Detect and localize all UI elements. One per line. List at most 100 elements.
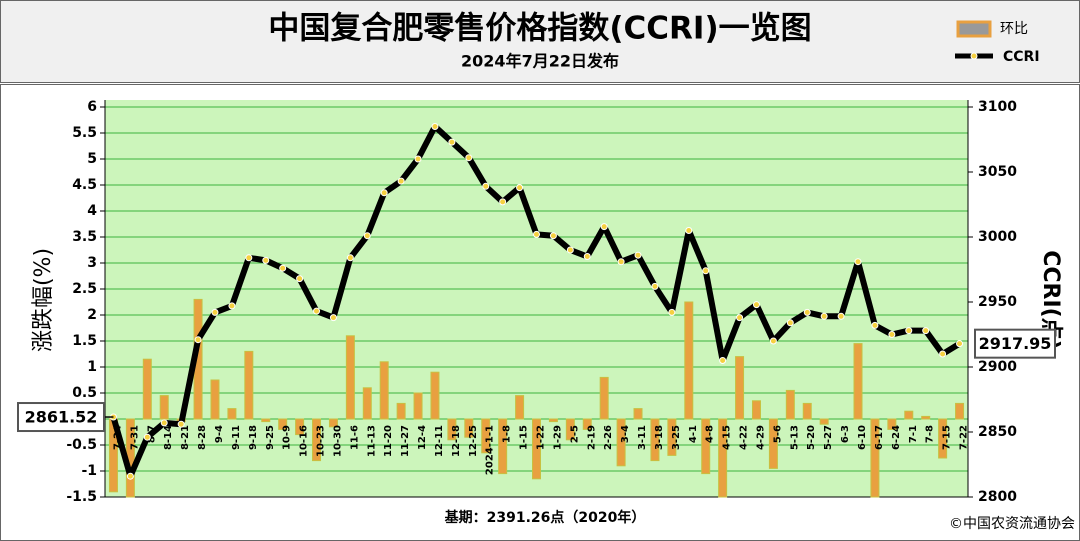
marker <box>245 254 253 262</box>
y-tick-label: 1 <box>87 359 97 375</box>
y-tick-label: 6 <box>87 99 97 115</box>
x-tick-label: 9-11 <box>231 425 242 450</box>
bar <box>785 389 795 420</box>
bar <box>955 402 965 420</box>
y-tick-label: -1 <box>81 463 97 479</box>
bar <box>870 418 880 498</box>
x-tick-label: 2024-1-1 <box>485 425 496 475</box>
y-tick-label: 5.5 <box>72 125 97 141</box>
marker <box>786 319 794 327</box>
marker <box>465 154 473 162</box>
y2-tick-label: 2850 <box>978 424 1017 440</box>
marker <box>820 312 828 320</box>
x-tick-label: 6-3 <box>840 425 851 443</box>
marker <box>143 433 151 441</box>
x-tick-label: 12-11 <box>434 425 445 457</box>
bar <box>768 418 778 469</box>
x-tick-label: 12-25 <box>468 425 479 457</box>
y2-tick-label: 3000 <box>978 229 1017 245</box>
y-tick-label: 4.5 <box>72 177 97 193</box>
x-tick-label: 10-9 <box>282 425 293 450</box>
x-tick-label: 3-11 <box>637 425 648 450</box>
bar <box>481 418 491 454</box>
source: ©中国农资流通协会 <box>949 516 1075 532</box>
header <box>0 0 1080 83</box>
bar <box>684 301 694 420</box>
bar <box>464 418 474 438</box>
x-tick-label: 10-23 <box>316 425 327 457</box>
marker <box>516 184 524 192</box>
x-tick-label: 2-26 <box>603 425 614 450</box>
marker <box>414 155 422 163</box>
marker <box>177 420 185 428</box>
marker <box>380 189 388 197</box>
x-tick-label: 7-31 <box>129 425 140 450</box>
marker <box>617 258 625 266</box>
x-tick-label: 2-5 <box>569 425 580 443</box>
x-tick-label: 3-4 <box>620 425 631 443</box>
footnote: 基期：2391.26点（2020年） <box>445 509 646 526</box>
marker <box>922 327 930 335</box>
bar <box>515 395 525 420</box>
marker <box>126 472 134 480</box>
bar <box>447 418 457 441</box>
x-tick-label: 7-8 <box>925 425 936 443</box>
marker <box>905 327 913 335</box>
marker <box>685 227 693 234</box>
x-tick-label: 7-1 <box>908 425 919 443</box>
marker <box>397 177 405 185</box>
marker <box>313 307 321 315</box>
y2-tick-label: 3050 <box>978 164 1017 180</box>
marker <box>854 258 862 266</box>
bar <box>565 418 575 441</box>
x-tick-label: 5-20 <box>806 425 817 450</box>
bar <box>819 418 829 425</box>
marker <box>837 312 845 320</box>
x-tick-label: 11-13 <box>366 425 377 457</box>
marker <box>651 282 659 290</box>
marker <box>499 198 507 206</box>
bar <box>379 361 389 420</box>
x-tick-label: 5-6 <box>772 425 783 443</box>
x-tick-label: 1-8 <box>502 425 513 443</box>
x-tick-label: 4-29 <box>755 425 766 450</box>
bar <box>938 418 948 459</box>
x-tick-label: 4-8 <box>705 425 716 443</box>
marker <box>160 419 168 427</box>
x-tick-label: 12-4 <box>417 425 428 450</box>
x-tick-label: 11-20 <box>383 425 394 457</box>
bar <box>667 418 677 456</box>
legend-label: 环比 <box>1000 21 1028 37</box>
y2-tick-label: 2950 <box>978 294 1017 310</box>
marker <box>736 314 744 322</box>
y-tick-label: 3.5 <box>72 229 97 245</box>
y-tick-label: 5 <box>87 151 97 167</box>
marker <box>600 223 608 231</box>
x-tick-label: 9-4 <box>214 425 225 443</box>
marker <box>346 254 354 262</box>
marker <box>194 336 202 344</box>
marker <box>262 256 270 264</box>
y2-tick-label: 2900 <box>978 359 1017 375</box>
bar <box>413 392 423 420</box>
x-tick-label: 8-28 <box>197 425 208 450</box>
subtitle: 2024年7月22日发布 <box>461 52 619 71</box>
marker <box>634 251 642 259</box>
y2-tick-label: 3100 <box>978 99 1017 115</box>
x-tick-label: 6-10 <box>857 425 868 450</box>
bar <box>633 408 643 420</box>
y-tick-label: 0.5 <box>72 385 97 401</box>
marker <box>228 302 236 310</box>
x-tick-label: 10-30 <box>332 425 343 457</box>
x-tick-label: 9-25 <box>265 425 276 450</box>
bar <box>616 418 626 467</box>
x-tick-label: 12-18 <box>451 425 462 457</box>
bar <box>362 387 372 420</box>
bar <box>599 376 609 420</box>
y-tick-label: 4 <box>87 203 97 219</box>
y-tick-label: 2.5 <box>72 281 97 297</box>
bar <box>650 418 660 462</box>
bar <box>295 418 305 436</box>
x-tick-label: 4-15 <box>722 425 733 450</box>
